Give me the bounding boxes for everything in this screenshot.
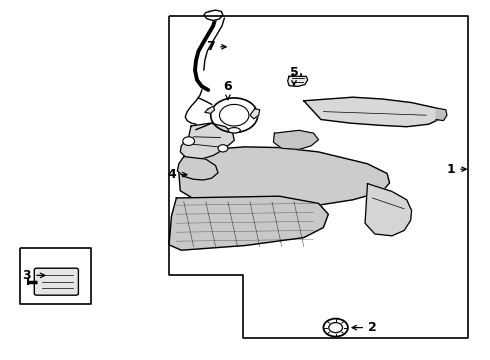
- Text: 5: 5: [290, 66, 298, 85]
- Polygon shape: [204, 10, 223, 21]
- Polygon shape: [436, 108, 447, 121]
- Polygon shape: [304, 97, 443, 127]
- Polygon shape: [179, 147, 390, 208]
- Polygon shape: [288, 76, 308, 86]
- Polygon shape: [180, 123, 234, 159]
- Ellipse shape: [228, 128, 240, 133]
- FancyBboxPatch shape: [34, 268, 78, 295]
- Text: 4: 4: [167, 168, 187, 181]
- Polygon shape: [177, 157, 218, 180]
- Polygon shape: [205, 106, 215, 113]
- Polygon shape: [250, 109, 260, 119]
- Text: 7: 7: [206, 40, 226, 53]
- Polygon shape: [169, 196, 328, 250]
- Circle shape: [323, 319, 348, 337]
- Text: 3: 3: [23, 269, 45, 282]
- Text: 1: 1: [446, 163, 466, 176]
- Polygon shape: [365, 184, 412, 236]
- Text: 2: 2: [352, 321, 377, 334]
- Text: 6: 6: [223, 80, 232, 99]
- Polygon shape: [273, 130, 318, 149]
- Circle shape: [218, 145, 228, 152]
- Circle shape: [183, 137, 195, 145]
